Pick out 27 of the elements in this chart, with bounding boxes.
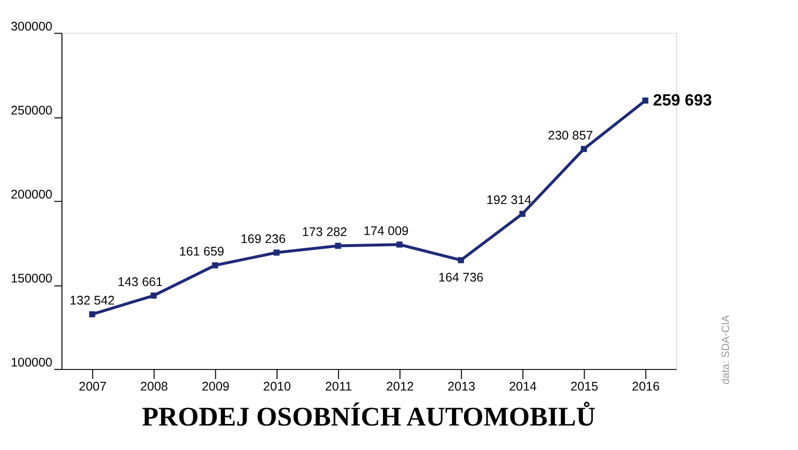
x-tick-label: 2009 (202, 380, 230, 394)
data-label: 174 009 (363, 224, 409, 238)
data-label: 259 693 (652, 91, 712, 110)
data-label: 143 661 (118, 274, 163, 289)
data-label: 161 659 (179, 244, 224, 259)
y-tick-label: 250000 (10, 103, 52, 118)
y-tick-label: 300000 (10, 19, 52, 34)
data-label: 132 542 (70, 294, 115, 308)
data-label: 164 736 (438, 270, 484, 284)
data-label: 192 314 (486, 193, 532, 208)
x-tick-label: 2013 (448, 380, 476, 394)
x-tick-label: 2016 (632, 380, 660, 394)
x-tick-label: 2010 (263, 380, 291, 394)
text: PRODEJ OSOBNÍCH AUTOMOBILŮ (142, 402, 596, 432)
text: data: SDA-CIA (720, 314, 732, 384)
x-tick-label: 2011 (325, 380, 352, 394)
data-label: 169 236 (240, 232, 286, 246)
data-label: 173 282 (302, 225, 348, 240)
y-tick-label: 100000 (10, 356, 52, 370)
x-tick-label: 2008 (140, 380, 168, 394)
x-tick-label: 2012 (386, 380, 414, 394)
x-tick-label: 2015 (570, 380, 598, 394)
y-tick-label: 150000 (10, 272, 52, 286)
x-tick-label: 2014 (509, 380, 537, 394)
y-tick-label: 200000 (10, 187, 52, 202)
x-tick-label: 2007 (78, 380, 107, 394)
data-label: 230 857 (548, 128, 594, 142)
